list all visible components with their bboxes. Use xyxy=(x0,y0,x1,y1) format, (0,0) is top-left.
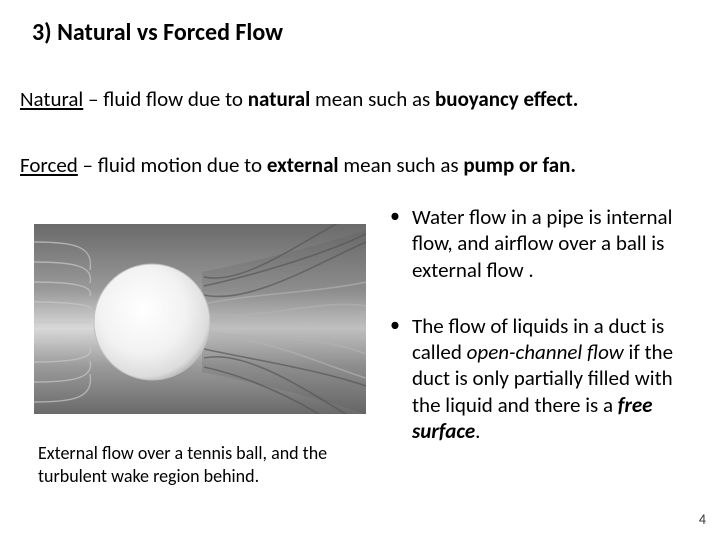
slide-title: 3) Natural vs Forced Flow xyxy=(32,18,283,47)
definition-forced: Forced – fluid motion due to external me… xyxy=(20,152,700,178)
text: . xyxy=(475,418,480,444)
bullet-dot-icon: • xyxy=(390,313,412,444)
flow-svg xyxy=(34,224,366,414)
text: mean such as xyxy=(339,152,464,178)
keyword-natural: natural xyxy=(248,86,311,112)
flow-figure xyxy=(34,224,366,414)
em-open-channel: open-channel flow xyxy=(467,339,624,365)
text: – fluid motion due to xyxy=(78,152,267,178)
page-number: 4 xyxy=(699,511,706,528)
bullets: • Water flow in a pipe is internal flow,… xyxy=(390,204,700,474)
bullet-dot-icon: • xyxy=(390,204,412,283)
figure-caption: External flow over a tennis ball, and th… xyxy=(38,442,368,487)
definition-natural: Natural – fluid flow due to natural mean… xyxy=(20,86,700,112)
bullet-1: • Water flow in a pipe is internal flow,… xyxy=(390,204,700,283)
text: mean such as xyxy=(310,86,435,112)
bullet-2-text: The flow of liquids in a duct is called … xyxy=(412,313,700,444)
slide: 3) Natural vs Forced Flow Natural – flui… xyxy=(0,0,720,540)
keyword-buoyancy: buoyancy effect. xyxy=(435,86,578,112)
term-natural: Natural xyxy=(20,86,83,112)
bullet-2: • The flow of liquids in a duct is calle… xyxy=(390,313,700,444)
text: – fluid flow due to xyxy=(83,86,247,112)
keyword-pump: pump or fan. xyxy=(463,152,576,178)
term-forced: Forced xyxy=(20,152,78,178)
bullet-1-text: Water flow in a pipe is internal flow, a… xyxy=(412,204,700,283)
keyword-external: external xyxy=(267,152,339,178)
